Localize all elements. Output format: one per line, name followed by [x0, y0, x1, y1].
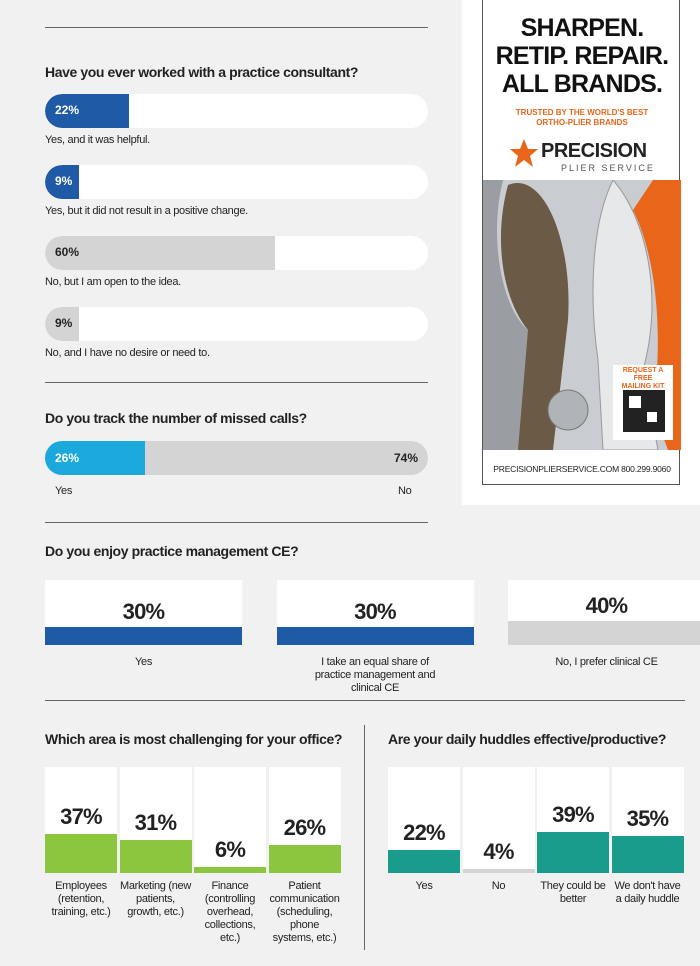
pliers-image: [483, 180, 681, 450]
rule: [45, 382, 428, 383]
card: 26%: [268, 767, 341, 873]
category-label: No: [398, 485, 412, 497]
bar: [276, 627, 474, 645]
value-label: 6%: [214, 836, 246, 862]
headline-line: SHARPEN.: [520, 14, 645, 42]
category-label: They could be better: [540, 880, 606, 905]
qr-line: MAILING KIT: [621, 383, 665, 390]
advertisement: SHARPEN. RETIP. REPAIR. ALL BRANDS. TRUS…: [462, 0, 700, 505]
rule: [45, 700, 685, 701]
value-label: 30%: [354, 599, 396, 624]
bar: [45, 165, 80, 199]
category-label: I take an equal share of practice manage…: [314, 656, 436, 694]
qr-text: REQUEST A FREE MAILING KIT: [613, 367, 673, 391]
bar: [45, 307, 80, 341]
headline-line: ALL BRANDS.: [501, 70, 663, 98]
tagline-line: ORTHO-PLIER BRANDS: [536, 118, 628, 127]
category-label: Marketing (new patients, growth, etc.): [120, 880, 191, 918]
card: 40%: [508, 580, 700, 645]
ad-footer: PRECISIONPLIERSERVICE.COM 800.299.9060: [493, 464, 671, 474]
category-label: No, but I am open to the idea.: [45, 276, 181, 288]
chart-title: Are your daily huddles effective/product…: [388, 731, 667, 747]
bar: [611, 835, 684, 873]
bar-track: 60%: [45, 236, 428, 270]
category-label: Yes: [415, 880, 433, 892]
value-label: 9%: [55, 174, 73, 188]
card: 6%: [194, 767, 266, 873]
bar: [45, 236, 275, 270]
card: 4%: [462, 767, 535, 873]
value-label: 39%: [552, 801, 594, 827]
card: 30%: [276, 580, 474, 645]
category-label: We don't have a daily huddle: [614, 880, 681, 905]
divider: [364, 725, 365, 950]
brand-sub: PLIER SERVICE: [561, 163, 655, 173]
card: 30%: [45, 580, 242, 645]
brand: PRECISION: [541, 140, 647, 162]
rule: [45, 522, 428, 523]
card: 31%: [119, 767, 192, 873]
bar: [45, 627, 242, 645]
category-label: Yes: [134, 656, 153, 668]
logo-star: [510, 139, 538, 167]
bar: [537, 831, 609, 873]
value-label: 60%: [55, 245, 80, 259]
bar: [45, 833, 117, 873]
bar: [462, 868, 535, 873]
value-label: 26%: [55, 451, 80, 465]
chart-title: Do you enjoy practice management CE?: [45, 543, 299, 559]
value-label: 74%: [393, 451, 418, 465]
bar: [119, 840, 192, 873]
category-label: No, I prefer clinical CE: [555, 656, 658, 668]
value-label: 37%: [60, 803, 102, 829]
value-label: 22%: [403, 819, 445, 845]
bar-track: 22%: [45, 94, 428, 128]
bar: [45, 94, 130, 128]
category-label: Yes, but it did not result in a positive…: [45, 205, 248, 217]
category-label: Employees (retention, training, etc.): [51, 880, 111, 918]
value-label: 35%: [626, 805, 669, 831]
bar-segment: [144, 441, 428, 475]
ad-headline: SHARPEN. RETIP. REPAIR. ALL BRANDS.: [483, 14, 681, 98]
value-label: 22%: [55, 103, 80, 117]
qr-line: REQUEST A FREE: [622, 367, 664, 382]
bar-track: 26% 74%: [45, 441, 428, 475]
tagline-line: TRUSTED BY THE WORLD'S BEST: [515, 108, 649, 117]
chart-title: Do you track the number of missed calls?: [45, 410, 307, 426]
bar: [268, 845, 341, 873]
category-label: Yes: [55, 485, 73, 497]
headline-line: RETIP. REPAIR.: [495, 42, 669, 70]
value-label: 26%: [283, 815, 326, 841]
value-label: 30%: [122, 599, 165, 624]
bar: [388, 849, 460, 873]
card: 22%: [388, 767, 460, 873]
bar-track: 9%: [45, 165, 428, 199]
bar: [194, 866, 266, 873]
ad-tagline: TRUSTED BY THE WORLD'S BEST ORTHO-PLIER …: [483, 108, 681, 128]
category-label: No: [491, 880, 506, 892]
category-label: Patient communication (scheduling, phone…: [269, 880, 340, 944]
rule: [45, 27, 428, 28]
value-label: 9%: [55, 316, 73, 330]
bar: [508, 621, 700, 645]
category-label: No, and I have no desire or need to.: [45, 347, 210, 359]
ad-frame: SHARPEN. RETIP. REPAIR. ALL BRANDS. TRUS…: [482, 0, 681, 485]
value-label: 40%: [585, 593, 628, 618]
category-label: Finance (controlling overhead, collectio…: [204, 880, 256, 944]
card: 35%: [611, 767, 684, 873]
value-label: 4%: [483, 838, 514, 864]
chart-title: Have you ever worked with a practice con…: [45, 64, 359, 80]
chart-title: Which area is most challenging for your …: [45, 731, 343, 747]
bar-track: 9%: [45, 307, 428, 341]
bar-segment: [45, 441, 145, 475]
value-label: 31%: [134, 810, 177, 836]
card: 37%: [45, 767, 117, 873]
card: 39%: [537, 767, 609, 873]
category-label: Yes, and it was helpful.: [45, 134, 150, 146]
